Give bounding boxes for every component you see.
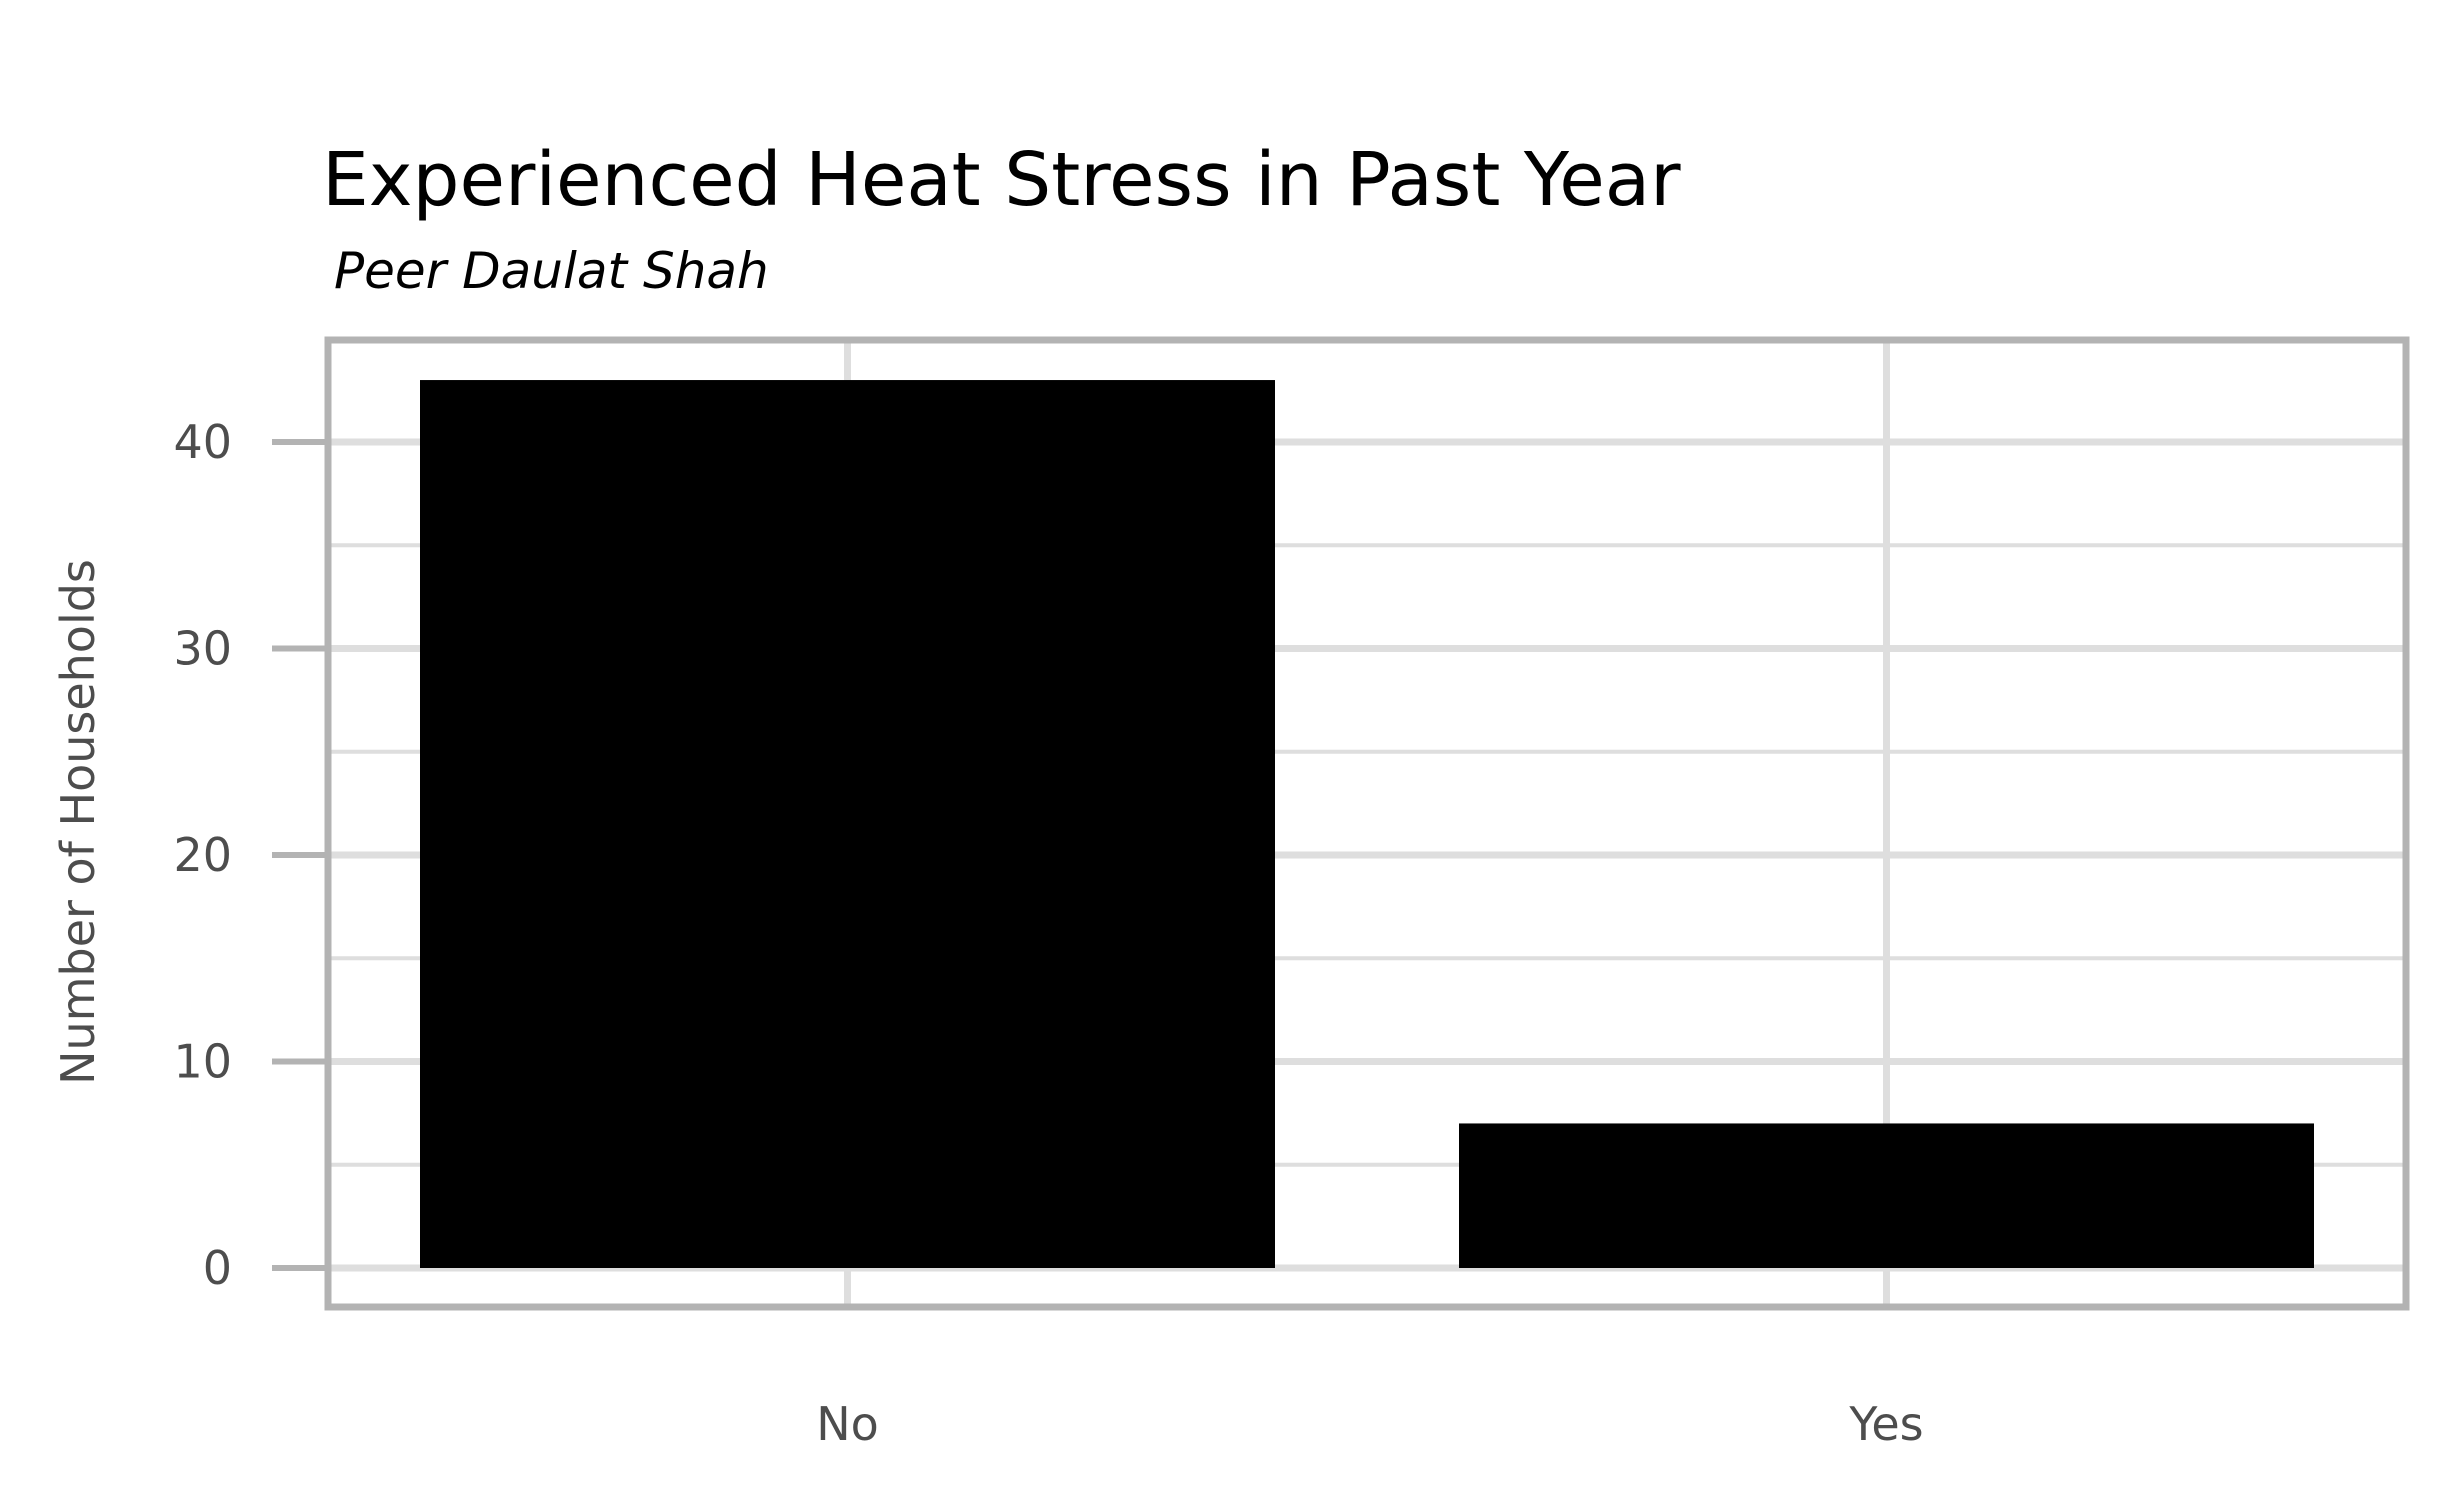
- y-tick-label: 40: [173, 415, 232, 469]
- chart-subtitle: Peer Daulat Shah: [334, 242, 769, 300]
- y-axis: 0 10 20 30 40: [173, 415, 328, 1295]
- bar-yes: [1459, 1123, 2314, 1268]
- y-tick-label: 20: [173, 828, 232, 882]
- x-tick-label: Yes: [1848, 1397, 1923, 1451]
- bar-no: [420, 380, 1275, 1268]
- y-tick-label: 30: [173, 622, 232, 676]
- chart-title: Experienced Heat Stress in Past Year: [322, 137, 1681, 223]
- panel-border: [324, 336, 2410, 1311]
- x-axis: No Yes: [816, 1397, 1923, 1451]
- x-tick-label: No: [816, 1397, 879, 1451]
- bar-layer: [420, 380, 2314, 1268]
- y-tick-label: 10: [173, 1035, 232, 1089]
- y-tick-label: 0: [203, 1241, 232, 1295]
- y-axis-title: Number of Households: [51, 559, 105, 1085]
